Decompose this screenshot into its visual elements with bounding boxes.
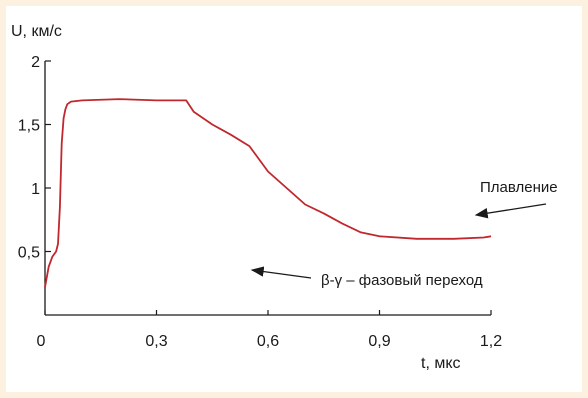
chart: 0 0,3 0,6 0,9 1,2 0,5 1 1,5 2 U, км/с t, мкс Пла… bbox=[11, 23, 558, 372]
annotations: Плавление β-γ – фазовый переход bbox=[250, 179, 558, 289]
y-axis-title: U, км/с bbox=[11, 23, 62, 40]
tick-labels: 0 0,3 0,6 0,9 1,2 0,5 1 1,5 2 bbox=[18, 54, 502, 350]
ticks bbox=[44, 60, 492, 315]
x-tick-label: 0,6 bbox=[257, 333, 279, 350]
series-layer bbox=[44, 98, 492, 288]
y-tick-label: 1 bbox=[31, 181, 40, 198]
chart-frame: 0 0,3 0,6 0,9 1,2 0,5 1 1,5 2 U, км/с t, мкс Пла… bbox=[6, 6, 582, 392]
x-tick-label: 1,2 bbox=[480, 333, 502, 350]
x-axis-title: t, мкс bbox=[421, 355, 461, 372]
y-tick-label: 2 bbox=[31, 54, 40, 71]
annotation-phase-transition-arrow bbox=[250, 266, 312, 279]
annotation-melting-label: Плавление bbox=[480, 179, 558, 196]
x-tick-label: 0,3 bbox=[145, 333, 167, 350]
x-tick-label: 0 bbox=[37, 333, 46, 350]
annotation-melting-arrow bbox=[474, 203, 547, 219]
x-tick-label: 0,9 bbox=[368, 333, 390, 350]
y-tick-label: 1,5 bbox=[18, 118, 40, 135]
series-line bbox=[44, 98, 492, 288]
y-tick-label: 0,5 bbox=[18, 245, 40, 262]
annotation-phase-transition-label: β-γ – фазовый переход bbox=[321, 272, 483, 289]
